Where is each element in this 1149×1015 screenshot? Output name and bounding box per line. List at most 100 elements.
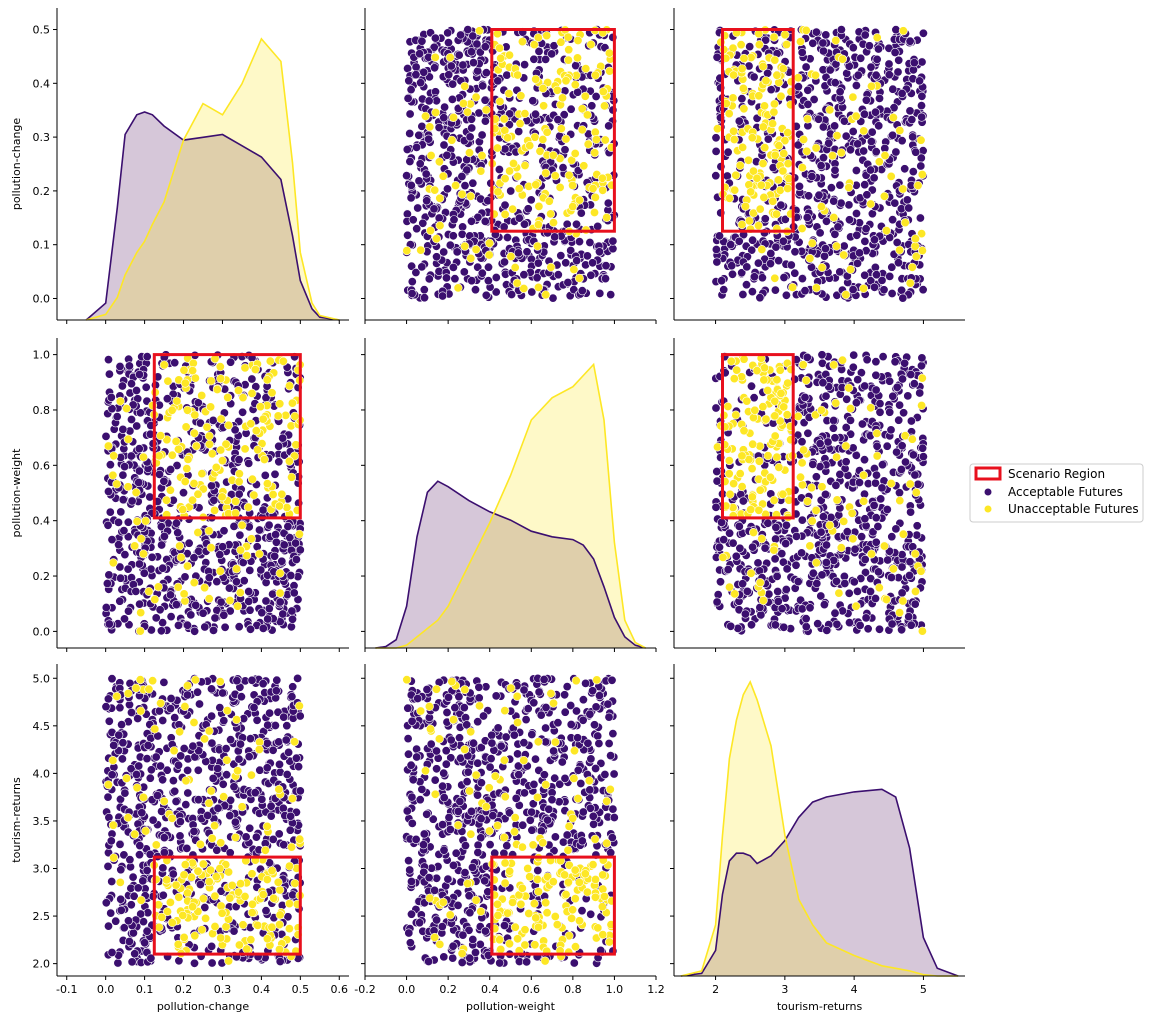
point-acceptable — [106, 392, 116, 402]
point-acceptable — [270, 469, 280, 479]
point-unacceptable — [132, 516, 142, 526]
point-unacceptable — [811, 505, 821, 515]
point-acceptable — [877, 483, 887, 493]
point-acceptable — [886, 425, 896, 435]
point-unacceptable — [548, 218, 558, 228]
point-acceptable — [291, 554, 301, 564]
point-unacceptable — [872, 33, 882, 43]
point-unacceptable — [797, 458, 807, 468]
point-unacceptable — [180, 378, 190, 388]
point-acceptable — [797, 604, 807, 614]
point-acceptable — [869, 235, 879, 245]
point-unacceptable — [913, 181, 923, 191]
point-unacceptable — [737, 482, 747, 492]
point-unacceptable — [770, 150, 780, 160]
point-acceptable — [821, 30, 831, 40]
point-unacceptable — [771, 209, 781, 219]
point-acceptable — [219, 610, 229, 620]
point-unacceptable — [795, 37, 805, 47]
point-acceptable — [101, 898, 111, 908]
point-unacceptable — [759, 375, 769, 385]
point-acceptable — [419, 285, 429, 295]
point-unacceptable — [886, 478, 896, 488]
point-unacceptable — [420, 111, 430, 121]
point-acceptable — [142, 926, 152, 936]
point-unacceptable — [754, 91, 764, 101]
point-acceptable — [890, 198, 900, 208]
point-acceptable — [291, 753, 301, 763]
point-unacceptable — [265, 356, 275, 366]
point-acceptable — [143, 740, 153, 750]
point-acceptable — [818, 153, 828, 163]
point-acceptable — [238, 407, 248, 417]
point-acceptable — [443, 38, 453, 48]
point-unacceptable — [514, 184, 524, 194]
point-unacceptable — [825, 520, 835, 530]
point-acceptable — [714, 231, 724, 241]
point-acceptable — [157, 806, 167, 816]
point-unacceptable — [211, 462, 221, 472]
y-axis-label: pollution-weight — [10, 448, 23, 538]
point-unacceptable — [729, 374, 739, 384]
point-acceptable — [275, 956, 285, 966]
point-acceptable — [406, 180, 416, 190]
point-unacceptable — [886, 171, 896, 181]
point-unacceptable — [189, 717, 199, 727]
point-acceptable — [918, 452, 928, 462]
point-acceptable — [803, 428, 813, 438]
point-unacceptable — [231, 496, 241, 506]
point-unacceptable — [258, 414, 268, 424]
point-unacceptable — [746, 187, 756, 197]
point-acceptable — [447, 94, 457, 104]
point-acceptable — [171, 518, 181, 528]
point-unacceptable — [500, 209, 510, 219]
y-tick-label: 0.2 — [33, 570, 51, 583]
point-acceptable — [430, 63, 440, 73]
point-acceptable — [781, 520, 791, 530]
point-unacceptable — [836, 148, 846, 158]
point-acceptable — [793, 82, 803, 92]
point-acceptable — [840, 578, 850, 588]
point-unacceptable — [763, 451, 773, 461]
point-acceptable — [140, 938, 150, 948]
point-unacceptable — [183, 454, 193, 464]
point-acceptable — [814, 190, 824, 200]
point-acceptable — [125, 855, 135, 865]
point-acceptable — [279, 540, 289, 550]
point-unacceptable — [189, 428, 199, 438]
point-acceptable — [904, 203, 914, 213]
point-unacceptable — [556, 124, 566, 134]
point-acceptable — [116, 905, 126, 915]
point-unacceptable — [453, 283, 463, 293]
point-acceptable — [104, 355, 114, 365]
point-acceptable — [873, 44, 883, 54]
point-unacceptable — [533, 220, 543, 230]
point-acceptable — [402, 145, 412, 155]
y-tick-label: 0.5 — [33, 24, 51, 37]
point-acceptable — [586, 270, 596, 280]
point-acceptable — [522, 247, 532, 257]
point-unacceptable — [750, 405, 760, 415]
point-acceptable — [116, 894, 126, 904]
point-acceptable — [859, 455, 869, 465]
point-acceptable — [891, 25, 901, 35]
point-acceptable — [738, 579, 748, 589]
y-tick-label: 0.0 — [33, 625, 51, 638]
point-acceptable — [215, 550, 225, 560]
point-acceptable — [844, 588, 854, 598]
point-acceptable — [871, 147, 881, 157]
point-acceptable — [134, 559, 144, 569]
point-unacceptable — [881, 594, 891, 604]
point-acceptable — [216, 597, 226, 607]
point-acceptable — [890, 47, 900, 57]
point-acceptable — [279, 712, 289, 722]
point-acceptable — [183, 620, 193, 630]
point-acceptable — [491, 272, 501, 282]
point-acceptable — [457, 229, 467, 239]
point-acceptable — [734, 116, 744, 126]
point-acceptable — [286, 811, 296, 821]
point-acceptable — [439, 113, 449, 123]
point-unacceptable — [879, 191, 889, 201]
point-acceptable — [107, 876, 117, 886]
point-acceptable — [859, 146, 869, 156]
